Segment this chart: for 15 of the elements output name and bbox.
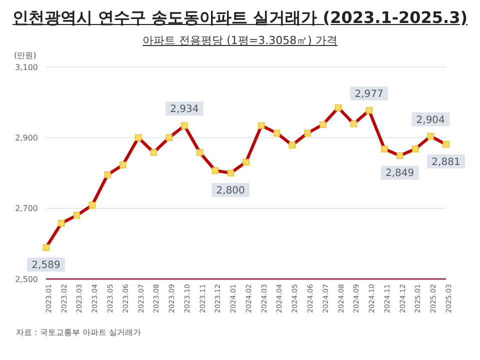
y-tick-label: 2,900 bbox=[15, 134, 38, 143]
data-label: 2,977 bbox=[354, 88, 384, 100]
y-axis-title: (만원) bbox=[14, 50, 38, 61]
y-tick-label: 3,100 bbox=[15, 62, 38, 72]
data-label: 2,881 bbox=[432, 156, 460, 168]
data-label: 2,934 bbox=[170, 104, 199, 116]
data-label: 2,849 bbox=[386, 168, 414, 180]
text: 자료 : 국토교통부 아파트 실거래가 bbox=[16, 327, 142, 338]
y-tick-label: 2,700 bbox=[15, 204, 38, 214]
data-label: 2,589 bbox=[32, 260, 60, 272]
data-label: 2,800 bbox=[216, 186, 245, 196]
chart-subtitle: 아파트 전용평당 (1평=3.3058㎡) 가격 bbox=[142, 33, 338, 48]
data-label: 2,904 bbox=[416, 114, 445, 126]
y-tick-label: 2,500 bbox=[15, 274, 38, 284]
chart-title: 인천광역시 연수구 송도동아파트 실거래가 (2023.1-2025.3) bbox=[11, 8, 469, 29]
